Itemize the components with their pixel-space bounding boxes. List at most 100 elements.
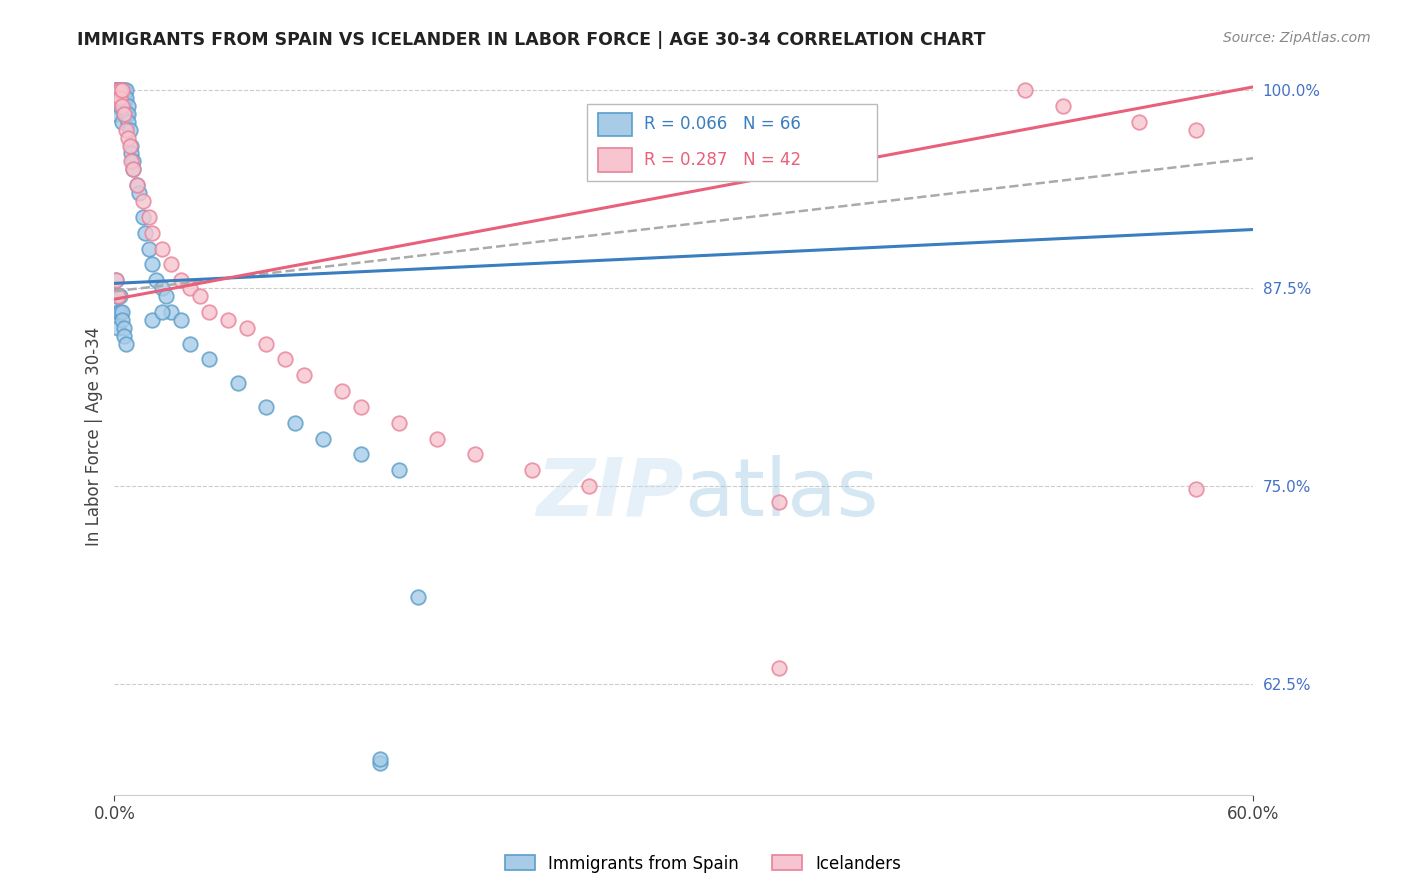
- Point: [111, 83, 134, 97]
- Point: [117, 99, 139, 113]
- Point: [105, 83, 128, 97]
- Point: [188, 289, 211, 303]
- Point: [388, 463, 411, 477]
- Point: [1185, 483, 1208, 497]
- Point: [236, 320, 259, 334]
- Point: [111, 305, 134, 319]
- Point: [105, 289, 128, 303]
- Point: [114, 107, 136, 121]
- Text: ZIP: ZIP: [536, 455, 683, 533]
- Point: [114, 336, 136, 351]
- Point: [141, 226, 163, 240]
- Point: [112, 99, 135, 113]
- Point: [112, 328, 135, 343]
- Point: [111, 115, 134, 129]
- Point: [105, 83, 128, 97]
- Point: [112, 320, 135, 334]
- Point: [274, 352, 297, 367]
- Point: [122, 162, 145, 177]
- Point: [254, 336, 277, 351]
- Point: [138, 242, 160, 256]
- Point: [107, 289, 129, 303]
- Point: [121, 138, 143, 153]
- Point: [150, 281, 173, 295]
- Point: [108, 91, 131, 105]
- Point: [132, 210, 155, 224]
- Point: [170, 273, 193, 287]
- Point: [128, 186, 150, 200]
- Point: [150, 242, 173, 256]
- Point: [108, 289, 131, 303]
- Point: [107, 320, 129, 334]
- Point: [350, 447, 373, 461]
- Point: [160, 305, 183, 319]
- Point: [111, 83, 134, 97]
- Bar: [599, 148, 633, 172]
- Point: [107, 83, 129, 97]
- Point: [108, 83, 131, 97]
- Point: [1185, 122, 1208, 136]
- Point: [105, 273, 128, 287]
- Point: [330, 384, 353, 398]
- FancyBboxPatch shape: [586, 104, 877, 181]
- Point: [108, 305, 131, 319]
- Point: [107, 305, 129, 319]
- Point: [226, 376, 249, 391]
- Point: [1052, 99, 1074, 113]
- Point: [1128, 115, 1150, 129]
- Point: [1014, 83, 1036, 97]
- Point: [134, 226, 156, 240]
- Point: [368, 751, 391, 765]
- Point: [170, 313, 193, 327]
- Point: [108, 99, 131, 113]
- Point: [426, 432, 449, 446]
- Point: [114, 83, 136, 97]
- Point: [108, 91, 131, 105]
- Point: [108, 83, 131, 97]
- Point: [108, 83, 131, 97]
- Point: [107, 91, 129, 105]
- Point: [127, 178, 149, 193]
- Point: [254, 400, 277, 414]
- Point: [388, 416, 411, 430]
- Point: [122, 154, 145, 169]
- Point: [122, 162, 145, 177]
- Point: [105, 107, 128, 121]
- Point: [768, 661, 790, 675]
- Legend: Immigrants from Spain, Icelanders: Immigrants from Spain, Icelanders: [498, 848, 908, 880]
- Point: [368, 756, 391, 771]
- Point: [118, 122, 141, 136]
- Text: IMMIGRANTS FROM SPAIN VS ICELANDER IN LABOR FORCE | AGE 30-34 CORRELATION CHART: IMMIGRANTS FROM SPAIN VS ICELANDER IN LA…: [77, 31, 986, 49]
- Point: [350, 400, 373, 414]
- Point: [179, 336, 201, 351]
- Point: [111, 313, 134, 327]
- Point: [112, 107, 135, 121]
- Point: [107, 83, 129, 97]
- Point: [578, 479, 600, 493]
- Point: [141, 313, 163, 327]
- Text: Source: ZipAtlas.com: Source: ZipAtlas.com: [1223, 31, 1371, 45]
- Point: [160, 257, 183, 271]
- Text: R = 0.287   N = 42: R = 0.287 N = 42: [644, 151, 801, 169]
- Point: [112, 91, 135, 105]
- Point: [111, 83, 134, 97]
- Point: [464, 447, 486, 461]
- Point: [105, 83, 128, 97]
- Point: [117, 107, 139, 121]
- Point: [141, 257, 163, 271]
- Point: [198, 352, 221, 367]
- Point: [150, 305, 173, 319]
- Point: [155, 289, 177, 303]
- Point: [112, 83, 135, 97]
- Y-axis label: In Labor Force | Age 30-34: In Labor Force | Age 30-34: [86, 326, 103, 546]
- Bar: [599, 112, 633, 136]
- Point: [520, 463, 543, 477]
- Point: [312, 432, 335, 446]
- Point: [105, 99, 128, 113]
- Point: [179, 281, 201, 295]
- Point: [114, 91, 136, 105]
- Point: [105, 91, 128, 105]
- Point: [117, 130, 139, 145]
- Point: [107, 83, 129, 97]
- Point: [105, 273, 128, 287]
